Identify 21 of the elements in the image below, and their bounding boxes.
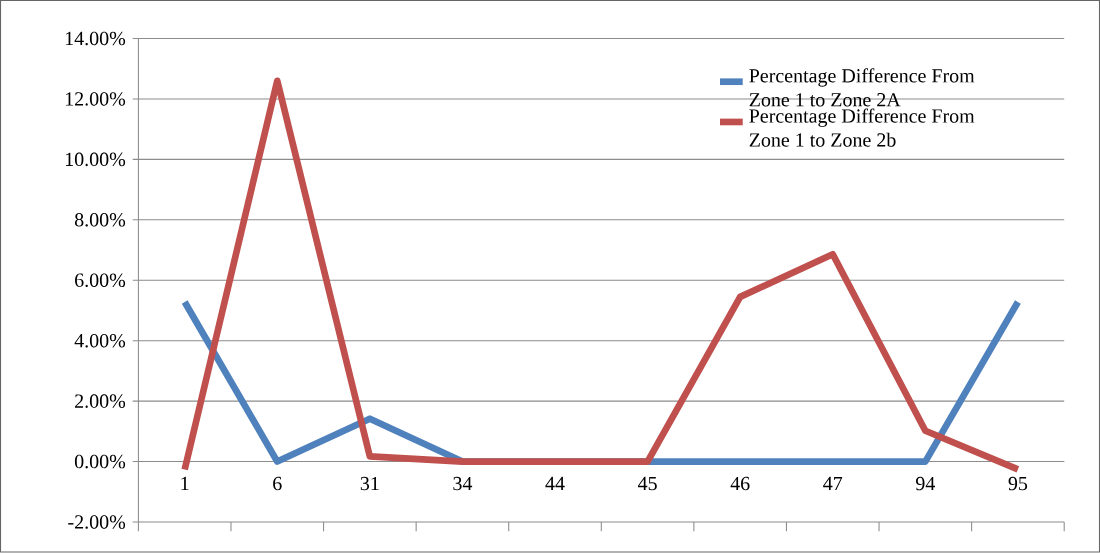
y-tick-label: 4.00%	[74, 334, 126, 348]
y-tick-label: 2.00%	[75, 394, 126, 409]
y-tick-label: 12.00%	[65, 92, 126, 106]
x-tick-label: 44	[545, 477, 565, 491]
x-tick-label: 1	[181, 477, 189, 491]
y-tick-label: 10.00%	[65, 152, 126, 167]
y-tick-label: 6.00%	[75, 273, 126, 288]
x-tick-label: 94	[915, 477, 935, 491]
y-tick-label: -2.00%	[68, 515, 126, 530]
x-tick-label: 45	[638, 477, 657, 491]
x-tick-label: 31	[360, 477, 379, 491]
legend-label: Percentage Difference From Zone 1 to Zone 2A	[749, 68, 975, 107]
y-tick-label: 8.00%	[74, 213, 126, 227]
x-tick-label: 6	[273, 477, 282, 491]
y-tick-label: 14.00%	[65, 31, 126, 46]
x-tick-label: 46	[730, 477, 750, 491]
x-tick-label: 34	[453, 477, 473, 491]
y-tick-label: 0.00%	[74, 455, 126, 469]
x-tick-label: 47	[823, 477, 843, 491]
legend-label: Percentage Difference From Zone 1 to Zone 2b	[749, 108, 975, 147]
x-tick-label: 95	[1008, 477, 1028, 491]
